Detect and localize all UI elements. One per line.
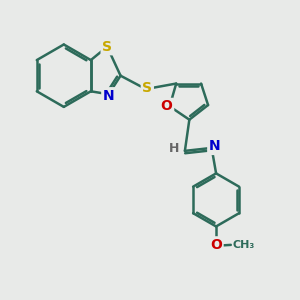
- Text: H: H: [168, 142, 179, 155]
- Text: N: N: [103, 89, 115, 103]
- Text: N: N: [209, 140, 220, 153]
- Text: S: S: [102, 40, 112, 54]
- Text: O: O: [161, 99, 172, 113]
- Text: S: S: [142, 81, 152, 94]
- Text: CH₃: CH₃: [232, 240, 255, 250]
- Text: O: O: [210, 238, 222, 252]
